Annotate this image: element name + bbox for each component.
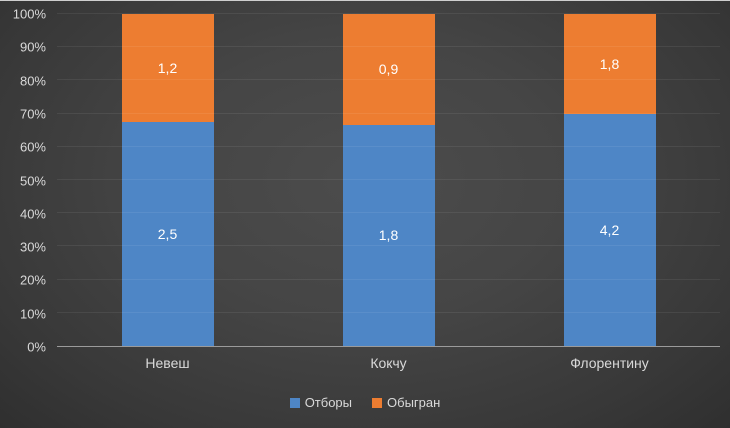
gridline (57, 46, 720, 48)
y-axis: 0% 10% 20% 30% 40% 50% 60% 70% 80% 90% 100% (0, 7, 50, 355)
stacked-bar: 1,2 2,5 (121, 14, 214, 346)
legend-label: Отборы (304, 395, 353, 410)
data-label: 2,5 (157, 225, 178, 242)
legend-item: Обыгран (372, 395, 440, 410)
bar-segment: 2,5 (121, 121, 214, 346)
data-label: 0,9 (378, 61, 399, 78)
gridline (57, 79, 720, 81)
data-label: 1,8 (378, 227, 399, 244)
x-axis-labels: Невеш Кокчу Флорентину (57, 355, 720, 371)
bar-column: 1,8 4,2 (499, 14, 720, 346)
bar-segment: 4,2 (563, 113, 656, 346)
data-label: 1,8 (599, 55, 620, 72)
gridline (57, 245, 720, 247)
y-axis-tick-label: 40% (19, 206, 46, 222)
bar-segment: 0,9 (342, 14, 435, 125)
y-axis-tick-label: 100% (12, 6, 46, 22)
gridline (57, 311, 720, 313)
y-axis-tick-label: 20% (19, 272, 46, 288)
gridline (57, 212, 720, 214)
y-axis-tick-label: 90% (19, 39, 46, 55)
x-axis-category-label: Невеш (145, 355, 190, 371)
x-axis-category-label: Кокчу (370, 355, 407, 371)
y-axis-tick-label: 10% (19, 306, 46, 322)
plot-area: 1,2 2,5 0,9 1,8 1,8 4,2 (57, 13, 720, 347)
gridline (57, 179, 720, 180)
bar-segment: 1,2 (121, 14, 214, 122)
legend-swatch-icon (372, 397, 383, 408)
y-axis-tick-label: 50% (19, 173, 46, 188)
bar-column: 0,9 1,8 (278, 14, 499, 346)
gridline (57, 145, 720, 147)
legend-label: Обыгран (387, 395, 441, 410)
gridline (57, 13, 720, 14)
legend: Отборы Обыгран (0, 395, 730, 410)
y-axis-tick-label: 30% (19, 239, 46, 255)
bar-column: 1,2 2,5 (57, 14, 278, 346)
bars-container: 1,2 2,5 0,9 1,8 1,8 4,2 (57, 14, 720, 346)
data-label: 1,2 (157, 59, 178, 76)
y-axis-tick-label: 70% (19, 106, 46, 122)
legend-swatch-icon (289, 397, 300, 408)
y-axis-tick-label: 60% (19, 139, 46, 155)
y-axis-tick-label: 0% (27, 339, 46, 355)
stacked-bar: 0,9 1,8 (342, 14, 435, 346)
y-axis-tick-label: 80% (19, 73, 46, 89)
x-axis-category-label: Флорентину (570, 355, 649, 371)
bar-segment: 1,8 (563, 14, 656, 114)
stacked-bar: 1,8 4,2 (563, 14, 656, 346)
gridline (57, 112, 720, 114)
legend-item: Отборы (289, 395, 353, 410)
bar-segment: 1,8 (342, 124, 435, 346)
data-label: 4,2 (599, 221, 620, 238)
gridline (57, 278, 720, 280)
